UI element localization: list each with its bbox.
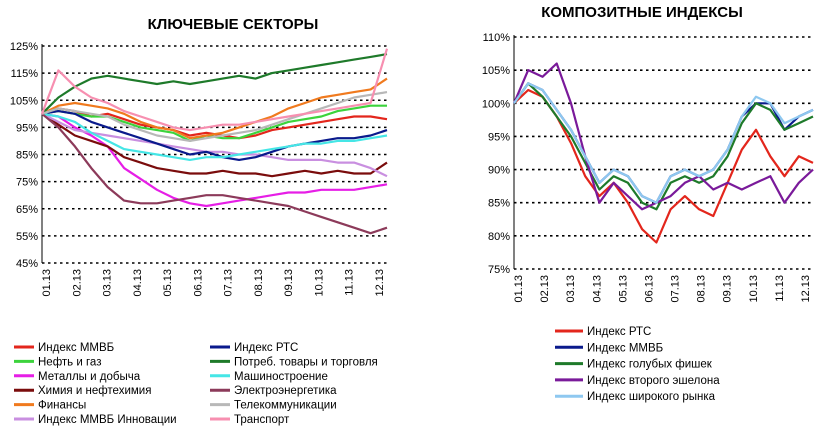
chart-title: КОМПОЗИТНЫЕ ИНДЕКСЫ	[541, 4, 743, 21]
series-line	[41, 109, 388, 161]
series-line	[41, 53, 388, 115]
x-tick-label: 09.13	[283, 269, 295, 297]
series-line	[41, 112, 388, 178]
x-tick-label: 12.13	[374, 269, 386, 297]
legend-label: Индекс РТС	[234, 342, 298, 354]
series-line	[513, 82, 814, 211]
x-tick-label: 05.13	[162, 269, 174, 297]
x-tick-label: 07.13	[670, 275, 682, 303]
series-line	[41, 112, 388, 208]
x-tick-label: 08.13	[253, 269, 265, 297]
legend-label: Машиностроение	[234, 371, 328, 383]
legend-label: Финансы	[38, 400, 86, 412]
y-tick-label: 105%	[482, 65, 510, 77]
legend-label: Индекс ММВБ Инновации	[38, 414, 177, 426]
series-line	[513, 82, 814, 204]
x-tick-label: 09.13	[722, 275, 734, 303]
legend-label: Индекс широкого рынка	[587, 391, 716, 403]
chart-title: КЛЮЧЕВЫЕ СЕКТОРЫ	[148, 16, 319, 33]
key-sectors-chart: КЛЮЧЕВЫЕ СЕКТОРЫ 125% 115% 105% 95% 85% 75% 65…	[10, 16, 389, 426]
legend-label: Транспорт	[234, 414, 290, 426]
legend-label: Индекс ММВБ	[38, 342, 114, 354]
y-tick-label: 115%	[11, 68, 39, 80]
x-tick-label: 03.13	[565, 275, 577, 303]
y-tick-label: 125%	[10, 41, 38, 53]
y-tick-label: 85%	[488, 198, 510, 210]
x-tick-label: 06.13	[192, 269, 204, 297]
legend-label: Химия и нефтехимия	[38, 385, 151, 397]
series-line	[41, 77, 388, 140]
series-line	[40, 48, 389, 132]
x-tick-label: 11.13	[344, 269, 356, 296]
series-line	[41, 112, 388, 235]
x-tick-label: 06.13	[643, 275, 655, 303]
y-tick-label: 105%	[10, 95, 38, 107]
legend-label: Металлы и добыча	[38, 371, 141, 383]
x-tick-label: 07.13	[223, 269, 235, 297]
x-tick-label: 03.13	[102, 269, 114, 297]
y-tick-label: 90%	[488, 165, 510, 177]
series-line	[512, 62, 814, 211]
x-tick-label: 08.13	[696, 275, 708, 303]
y-tick-label: 65%	[16, 204, 38, 216]
x-tick-label: 11.13	[774, 275, 786, 302]
x-tick-label: 04.13	[591, 275, 603, 303]
y-tick-label: 95%	[16, 122, 38, 134]
legend-label: Электроэнергетика	[234, 385, 337, 397]
y-tick-label: 45%	[16, 258, 38, 270]
x-tick-label: 02.13	[539, 275, 551, 303]
y-tick-label: 75%	[488, 264, 510, 276]
y-tick-label: 75%	[16, 177, 38, 189]
x-tick-label: 01.13	[41, 269, 53, 297]
legend-label: Нефть и газ	[38, 356, 101, 368]
series-line	[41, 112, 388, 178]
y-tick-label: 100%	[482, 98, 510, 110]
y-tick-label: 110%	[483, 32, 511, 44]
x-tick-label: 01.13	[513, 275, 525, 303]
legend-label: Индекс второго эшелона	[587, 375, 720, 387]
x-tick-label: 04.13	[132, 269, 144, 297]
x-tick-label: 02.13	[71, 269, 83, 297]
x-tick-label: 10.13	[313, 269, 325, 297]
x-tick-label: 05.13	[617, 275, 629, 303]
composite-indices-chart: КОМПОЗИТНЫЕ ИНДЕКСЫ 110% 105% 100% 95% 90% 85…	[482, 4, 814, 403]
legend-label: Телекоммуникации	[234, 400, 337, 412]
x-tick-label: 10.13	[748, 275, 760, 303]
x-tick-label: 12.13	[800, 275, 812, 303]
legend-label: Индекс РТС	[587, 326, 651, 338]
legend-label: Потреб. товары и торговля	[234, 356, 378, 368]
series-line	[41, 112, 388, 161]
series-line	[41, 91, 388, 142]
series-line	[513, 88, 814, 244]
y-tick-label: 85%	[16, 150, 38, 162]
y-tick-label: 55%	[16, 231, 38, 243]
legend-label: Индекс ММВБ	[587, 342, 663, 354]
legend-label: Индекс голубых фишек	[587, 359, 713, 371]
y-tick-label: 80%	[488, 231, 510, 243]
y-tick-label: 95%	[488, 131, 510, 143]
